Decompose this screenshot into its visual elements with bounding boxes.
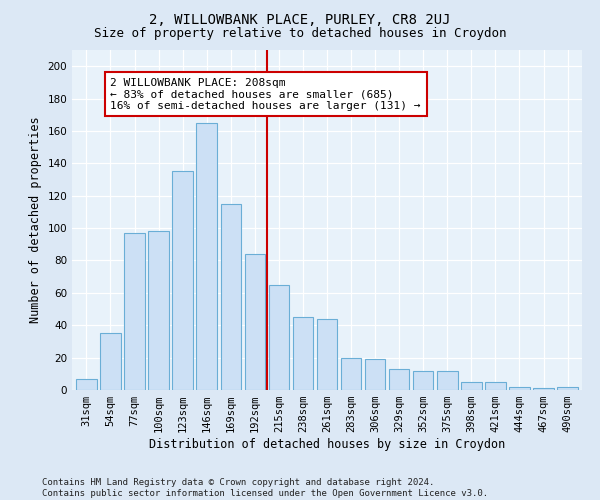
Bar <box>293 317 313 390</box>
Bar <box>196 123 217 390</box>
X-axis label: Distribution of detached houses by size in Croydon: Distribution of detached houses by size … <box>149 438 505 451</box>
Bar <box>172 172 193 390</box>
Bar <box>269 285 289 390</box>
Bar <box>365 359 385 390</box>
Bar <box>437 370 458 390</box>
Bar <box>485 382 506 390</box>
Bar <box>389 369 409 390</box>
Bar <box>557 387 578 390</box>
Bar <box>245 254 265 390</box>
Bar <box>148 232 169 390</box>
Text: Contains HM Land Registry data © Crown copyright and database right 2024.
Contai: Contains HM Land Registry data © Crown c… <box>42 478 488 498</box>
Text: Size of property relative to detached houses in Croydon: Size of property relative to detached ho… <box>94 28 506 40</box>
Text: 2 WILLOWBANK PLACE: 208sqm
← 83% of detached houses are smaller (685)
16% of sem: 2 WILLOWBANK PLACE: 208sqm ← 83% of deta… <box>110 78 421 110</box>
Bar <box>76 378 97 390</box>
Text: 2, WILLOWBANK PLACE, PURLEY, CR8 2UJ: 2, WILLOWBANK PLACE, PURLEY, CR8 2UJ <box>149 12 451 26</box>
Bar <box>100 334 121 390</box>
Bar <box>317 319 337 390</box>
Y-axis label: Number of detached properties: Number of detached properties <box>29 116 42 324</box>
Bar <box>341 358 361 390</box>
Bar <box>221 204 241 390</box>
Bar <box>124 233 145 390</box>
Bar <box>413 370 433 390</box>
Bar <box>533 388 554 390</box>
Bar <box>461 382 482 390</box>
Bar <box>509 387 530 390</box>
